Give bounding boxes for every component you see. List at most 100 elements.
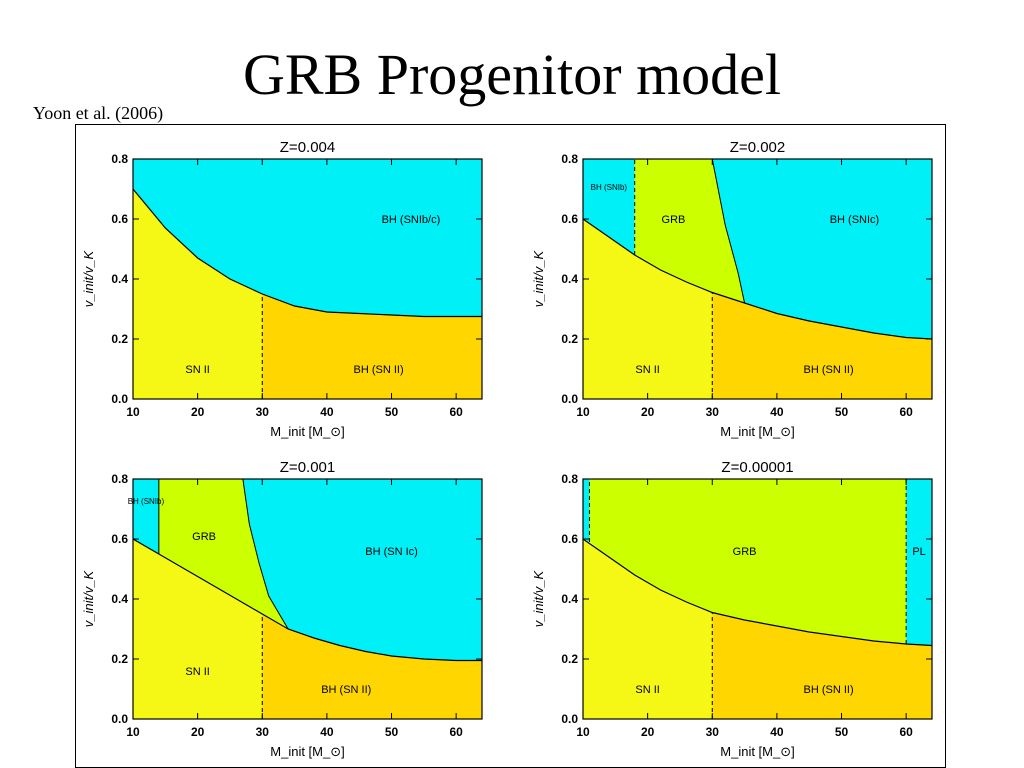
region-bh-sn-ii — [712, 292, 932, 399]
x-tick-label: 60 — [449, 725, 463, 739]
chart-panel-4: 10 20 30 40 50 60 0.0 0.2 0.4 0.6 0.8 Z=0.00001 M_in… — [531, 459, 933, 759]
x-tick-label: 20 — [641, 725, 655, 739]
y-axis-label: v_init/v_K — [81, 569, 96, 627]
region-label: BH (SN II) — [354, 364, 404, 376]
region-bh-snib — [133, 479, 159, 554]
region-divider — [242, 479, 289, 630]
region-pl — [906, 479, 932, 646]
chart-panel-2: 10 20 30 40 50 60 0.0 0.2 0.4 0.6 0.8 Z=0.002 M_init… — [531, 139, 933, 439]
region-label: GRB — [733, 546, 757, 558]
x-axis-label: M_init [M_⊙] — [270, 744, 344, 759]
y-tick-label: 0.4 — [111, 592, 128, 606]
region-label: BH (SNIc) — [830, 214, 880, 226]
x-tick-label: 10 — [126, 405, 140, 419]
x-axis-label: M_init [M_⊙] — [720, 744, 794, 759]
x-tick-label: 10 — [576, 405, 590, 419]
y-tick-label: 0.2 — [111, 332, 128, 346]
region-grb — [589, 479, 907, 644]
y-tick-label: 0.4 — [111, 272, 128, 286]
region-label: BH (SN II) — [321, 684, 371, 696]
region-bh-snib — [583, 159, 635, 255]
x-tick-label: 50 — [385, 725, 399, 739]
chart-title: Z=0.004 — [280, 139, 335, 156]
x-tick-label: 30 — [256, 725, 270, 739]
figure-frame: 10 20 30 40 50 60 0.0 0.2 0.4 0.6 0.8 Z=0.004 M_init… — [75, 124, 946, 768]
chart-panel-3: 10 20 30 40 50 60 0.0 0.2 0.4 0.6 0.8 Z=0.001 M_init… — [81, 459, 483, 759]
region-sn-ii — [133, 189, 263, 399]
x-axis-label: M_init [M_⊙] — [270, 424, 344, 439]
y-tick-label: 0.8 — [111, 152, 128, 166]
region-grb — [158, 479, 289, 629]
y-axis-label: v_init/v_K — [531, 249, 546, 307]
x-tick-label: 20 — [191, 725, 205, 739]
region-sn-ii — [583, 219, 713, 399]
region-label: SN II — [635, 684, 659, 696]
y-tick-label: 0.2 — [561, 652, 578, 666]
plot-area — [583, 479, 932, 719]
region-bh-snic — [712, 159, 932, 339]
region-label: BH (SN II) — [804, 364, 854, 376]
x-tick-label: 60 — [899, 725, 913, 739]
x-tick-label: 50 — [835, 725, 849, 739]
x-tick-label: 10 — [126, 725, 140, 739]
region-label: BH (SNIb/c) — [382, 214, 441, 226]
x-tick-label: 40 — [320, 405, 334, 419]
x-tick-label: 40 — [770, 725, 784, 739]
x-tick-label: 20 — [641, 405, 655, 419]
x-tick-label: 30 — [256, 405, 270, 419]
region-grb — [634, 159, 745, 303]
rotation-limit-curve — [133, 538, 482, 662]
region-label: GRB — [662, 214, 686, 226]
y-tick-label: 0.6 — [111, 212, 128, 226]
citation: Yoon et al. (2006) — [33, 103, 164, 123]
y-tick-label: 0.6 — [561, 532, 578, 546]
region-bh-sn-ic — [242, 479, 482, 661]
x-tick-label: 10 — [576, 725, 590, 739]
rotation-limit-curve — [583, 538, 932, 647]
region-label: GRB — [192, 531, 216, 543]
y-tick-label: 0.4 — [561, 272, 578, 286]
y-tick-label: 0.0 — [561, 392, 578, 406]
y-tick-label: 0.2 — [111, 652, 128, 666]
x-tick-label: 30 — [706, 725, 720, 739]
plot-area — [583, 159, 932, 399]
y-tick-label: 0.4 — [561, 592, 578, 606]
x-tick-label: 60 — [449, 405, 463, 419]
region-strip — [583, 479, 590, 542]
x-tick-label: 30 — [706, 405, 720, 419]
x-tick-label: 50 — [835, 405, 849, 419]
region-bh-sn-ii — [712, 612, 932, 719]
y-tick-label: 0.2 — [561, 332, 578, 346]
y-axis-label: v_init/v_K — [531, 569, 546, 627]
region-sn-ii — [583, 539, 713, 719]
phase-diagram-figure: 10 20 30 40 50 60 0.0 0.2 0.4 0.6 0.8 Z=0.004 M_init… — [81, 139, 933, 759]
plot-area — [133, 479, 482, 719]
region-divider — [711, 159, 746, 304]
x-axis-label: M_init [M_⊙] — [720, 424, 794, 439]
y-tick-label: 0.6 — [111, 532, 128, 546]
chart-title: Z=0.002 — [730, 139, 785, 156]
region-sn-ii — [133, 539, 263, 719]
region-bh-snib-c — [133, 159, 482, 317]
region-label: BH (SNIb) — [591, 183, 628, 192]
region-label: BH (SN Ic) — [365, 546, 418, 558]
x-tick-label: 50 — [385, 405, 399, 419]
plot-area — [133, 159, 482, 399]
y-tick-label: 0.6 — [561, 212, 578, 226]
y-tick-label: 0.8 — [561, 472, 578, 486]
region-label: PL — [912, 546, 925, 558]
x-tick-label: 40 — [770, 405, 784, 419]
x-tick-label: 40 — [320, 725, 334, 739]
x-tick-label: 20 — [191, 405, 205, 419]
y-tick-label: 0.8 — [561, 152, 578, 166]
region-label: BH (SNIb) — [128, 497, 165, 506]
y-tick-label: 0.0 — [561, 712, 578, 726]
chart-title: Z=0.001 — [280, 459, 335, 476]
y-tick-label: 0.8 — [111, 472, 128, 486]
rotation-limit-curve — [133, 188, 482, 318]
region-bh-sn-ii — [262, 614, 482, 719]
region-label: SN II — [185, 666, 209, 678]
region-bh-sn-ii — [262, 294, 482, 399]
y-tick-label: 0.0 — [111, 712, 128, 726]
region-label: SN II — [185, 364, 209, 376]
